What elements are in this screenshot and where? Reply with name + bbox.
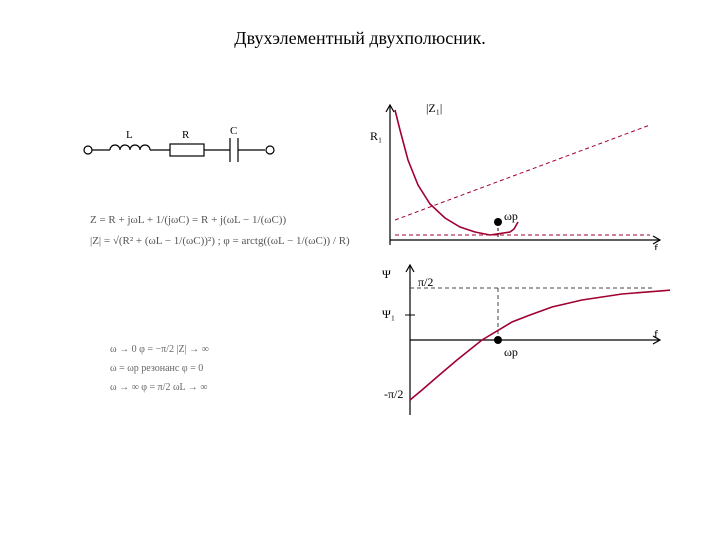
- formula-mag-phi: |Z| = √(R² + (ωL − 1/(ωC))²) ; φ = arctg…: [90, 231, 350, 252]
- impedance-curve: [395, 110, 518, 235]
- label-f-phi: f: [654, 327, 658, 341]
- label-C: C: [230, 125, 237, 137]
- case-2: ω = ωр резонанс φ = 0: [110, 359, 350, 378]
- label-L: L: [126, 129, 133, 141]
- case-1: ω → 0 φ = −π/2 |Z| → ∞: [110, 340, 350, 359]
- asymptote-linear: [395, 125, 650, 220]
- label-Z1: |Z₁|: [426, 101, 442, 115]
- phase-curve: [410, 290, 670, 400]
- label-R: R: [182, 129, 190, 141]
- label-wp-phi: ωр: [504, 345, 518, 359]
- formula-block: Z = R + jωL + 1/(jωC) = R + j(ωL − 1/(ωC…: [90, 210, 350, 252]
- formula-z: Z = R + jωL + 1/(jωC) = R + j(ωL − 1/(ωC…: [90, 210, 350, 231]
- label-phi: Ψ: [382, 267, 391, 281]
- circuit-diagram: L R C: [80, 120, 300, 180]
- label-R1: R₁: [370, 129, 382, 143]
- label-f-z: f: [654, 241, 658, 250]
- label-wp-z: ωр: [504, 209, 518, 223]
- cases-block: ω → 0 φ = −π/2 |Z| → ∞ ω = ωр резонанс φ…: [110, 340, 350, 397]
- chart-impedance: |Z₁| R₁ f ωр: [370, 100, 670, 250]
- case-3: ω → ∞ φ = π/2 ωL → ∞: [110, 378, 350, 397]
- label-pi2-bot: -π/2: [384, 387, 403, 401]
- label-phi1: Ψ₁: [382, 307, 395, 321]
- chart-phase: Ψ Ψ₁ π/2 -π/2 f ωр: [370, 260, 670, 420]
- wp-dot-phi: [494, 336, 502, 344]
- wp-dot: [494, 218, 502, 226]
- page: Двухэлементный двухполюсник. L R C Z = R…: [0, 0, 720, 540]
- label-pi2-top: π/2: [418, 275, 433, 289]
- page-title: Двухэлементный двухполюсник.: [0, 28, 720, 49]
